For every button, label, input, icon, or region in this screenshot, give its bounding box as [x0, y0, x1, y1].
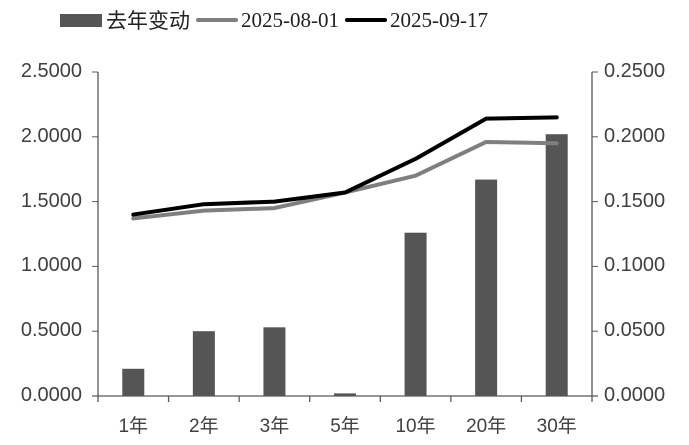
legend-item-bar: 去年变动: [60, 6, 190, 34]
right-tick-label: 0.2000: [604, 124, 666, 147]
left-tick-label: 0.0000: [20, 384, 82, 406]
right-tick-label: 0.0500: [604, 319, 666, 342]
right-tick-label: 0.2500: [604, 60, 666, 82]
x-tick-label: 30年: [536, 416, 577, 437]
bar: [334, 393, 356, 396]
bar: [263, 327, 286, 396]
bar: [122, 368, 145, 396]
right-tick-label: 0.0000: [604, 384, 666, 406]
left-tick-label: 0.5000: [20, 319, 82, 342]
legend-item-line-0801: 2025-08-01: [196, 6, 339, 34]
left-tick-label: 2.0000: [20, 124, 82, 147]
legend-bar-swatch: [60, 13, 102, 27]
chart-legend: 去年变动 2025-08-01 2025-09-17: [0, 6, 689, 34]
x-tick-label: 1年: [118, 416, 149, 437]
x-tick-label: 10年: [395, 416, 436, 437]
legend-item-line-0917: 2025-09-17: [345, 6, 488, 34]
bar: [404, 232, 427, 396]
x-tick-label: 5年: [330, 416, 360, 437]
line-series: [131, 115, 559, 217]
legend-label: 去年变动: [106, 9, 190, 33]
left-tick-label: 1.5000: [20, 189, 82, 212]
legend-line-swatch: [345, 18, 387, 22]
left-tick-label: 2.5000: [20, 60, 82, 82]
right-tick-label: 0.1500: [604, 189, 666, 212]
x-tick-label: 2年: [189, 416, 219, 437]
bar: [192, 331, 215, 396]
bar: [475, 179, 498, 396]
x-tick-label: 20年: [466, 416, 507, 437]
x-tick-label: 3年: [259, 416, 290, 437]
legend-label: 2025-09-17: [390, 7, 488, 32]
left-tick-label: 1.0000: [20, 254, 82, 277]
legend-line-swatch: [196, 18, 238, 22]
bar: [545, 134, 568, 396]
right-tick-label: 0.1000: [604, 254, 666, 277]
legend-label: 2025-08-01: [241, 7, 339, 32]
